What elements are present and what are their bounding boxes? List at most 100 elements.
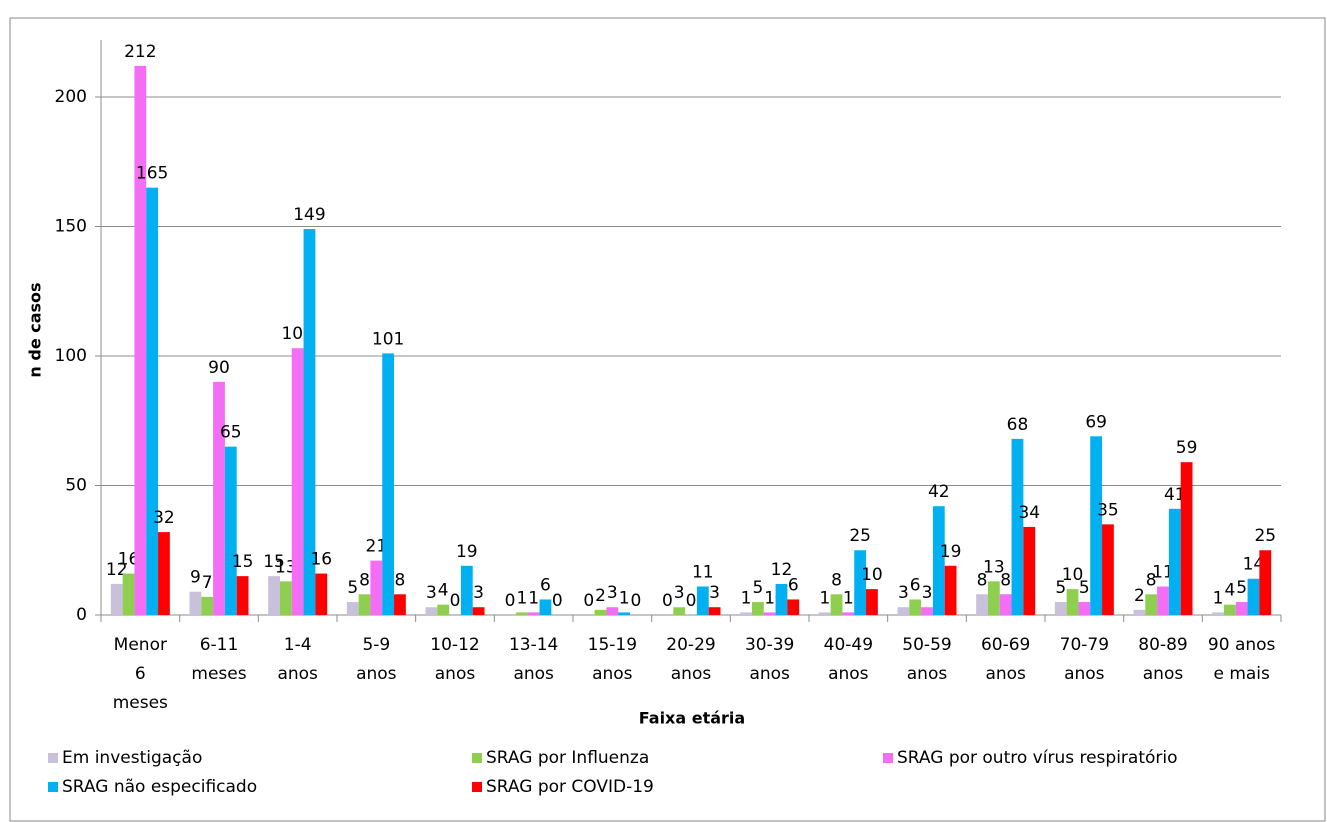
bar (932, 506, 945, 615)
bar (594, 609, 607, 615)
bar (944, 565, 957, 615)
value-label: 19 (456, 542, 478, 562)
bar (673, 607, 686, 615)
value-label: 1 (843, 588, 854, 608)
value-label: 8 (395, 570, 406, 590)
value-label: 0 (686, 591, 697, 611)
value-label: 1 (516, 588, 527, 608)
value-label: 0 (450, 591, 461, 611)
value-label: 1 (741, 588, 752, 608)
x-tick-label: 1-4 anos (277, 635, 318, 684)
bar (708, 607, 721, 615)
x-axis-title: Faixa etária (639, 709, 745, 728)
bar (134, 65, 147, 616)
bar (346, 602, 359, 615)
bar (854, 550, 867, 615)
value-label: 2 (595, 586, 606, 606)
x-tick-label: 50-59 anos (902, 635, 951, 684)
bar (370, 560, 383, 615)
legend-swatch (472, 753, 482, 763)
bar (775, 583, 788, 615)
bar (146, 187, 159, 615)
legend-label: Em investigação (62, 748, 202, 768)
value-label: 41 (1164, 485, 1186, 505)
bar (236, 576, 249, 615)
bar (1102, 524, 1114, 615)
bar (818, 612, 831, 615)
value-label: 15 (263, 552, 285, 572)
value-label: 5 (1236, 578, 1247, 598)
value-label: 34 (1018, 503, 1040, 523)
value-label: 3 (674, 583, 685, 603)
value-label: 4 (1224, 581, 1235, 601)
y-tick-label: 50 (65, 475, 87, 495)
value-label: 0 (631, 591, 642, 611)
value-label: 3 (607, 583, 618, 603)
legend-swatch (48, 782, 58, 792)
bar (999, 594, 1012, 615)
value-label: 25 (1254, 526, 1276, 546)
bar (1133, 609, 1146, 615)
bar (315, 573, 328, 615)
value-label: 12 (106, 560, 128, 580)
value-label: 10 (1062, 565, 1084, 585)
value-label: 5 (752, 578, 763, 598)
bar (987, 581, 1000, 615)
x-tick-label: 10-12 anos (430, 635, 479, 684)
value-label: 59 (1176, 438, 1198, 458)
x-tick-label: 60-69 anos (981, 635, 1030, 684)
value-label: 1 (528, 588, 539, 608)
value-label: 16 (310, 550, 332, 570)
value-label: 35 (1097, 500, 1119, 520)
bar (460, 565, 473, 615)
bar (1180, 462, 1193, 615)
bar (1157, 586, 1169, 615)
legend-label: SRAG não especificado (62, 777, 257, 797)
chart-frame (9, 17, 1326, 822)
bar (897, 607, 910, 615)
bar (110, 583, 123, 615)
value-label: 9 (190, 568, 201, 588)
bar (394, 594, 406, 615)
bar (1145, 594, 1158, 615)
x-tick-label: 20-29 anos (666, 635, 715, 684)
bar (1011, 438, 1024, 615)
value-label: 8 (1146, 570, 1157, 590)
value-label: 5 (347, 578, 358, 598)
legend-label: SRAG por COVID-19 (486, 777, 654, 797)
x-tick-label: 80-89 anos (1138, 635, 1187, 684)
x-tick-label: 40-49 anos (824, 635, 873, 684)
value-label: 165 (136, 164, 168, 184)
value-label: 212 (124, 42, 156, 62)
value-label: 13 (983, 557, 1005, 577)
y-tick-label: 200 (55, 87, 87, 107)
value-label: 0 (583, 591, 594, 611)
value-label: 21 (366, 537, 388, 557)
value-label: 3 (709, 583, 720, 603)
value-label: 2 (1134, 586, 1145, 606)
value-label: 8 (359, 570, 370, 590)
bar (224, 446, 237, 615)
value-label: 10 (861, 565, 883, 585)
value-label: 0 (552, 591, 563, 611)
bar (763, 612, 776, 615)
value-label: 149 (293, 205, 325, 225)
value-label: 90 (208, 358, 230, 378)
value-label: 25 (849, 526, 871, 546)
value-label: 13 (275, 557, 297, 577)
x-tick-label: Menor 6 meses (113, 635, 168, 713)
x-tick-label: 30-39 anos (745, 635, 794, 684)
bar (842, 612, 855, 615)
value-label: 42 (928, 482, 950, 502)
bar (303, 229, 316, 615)
legend-swatch (883, 753, 893, 763)
value-label: 7 (202, 573, 213, 593)
bar (1247, 578, 1260, 615)
bar (1078, 602, 1091, 615)
legend-swatch (472, 782, 482, 792)
value-label: 65 (220, 423, 242, 443)
x-tick-label: 90 anos e mais (1208, 635, 1276, 684)
bar (1235, 602, 1248, 615)
bar (358, 594, 371, 615)
